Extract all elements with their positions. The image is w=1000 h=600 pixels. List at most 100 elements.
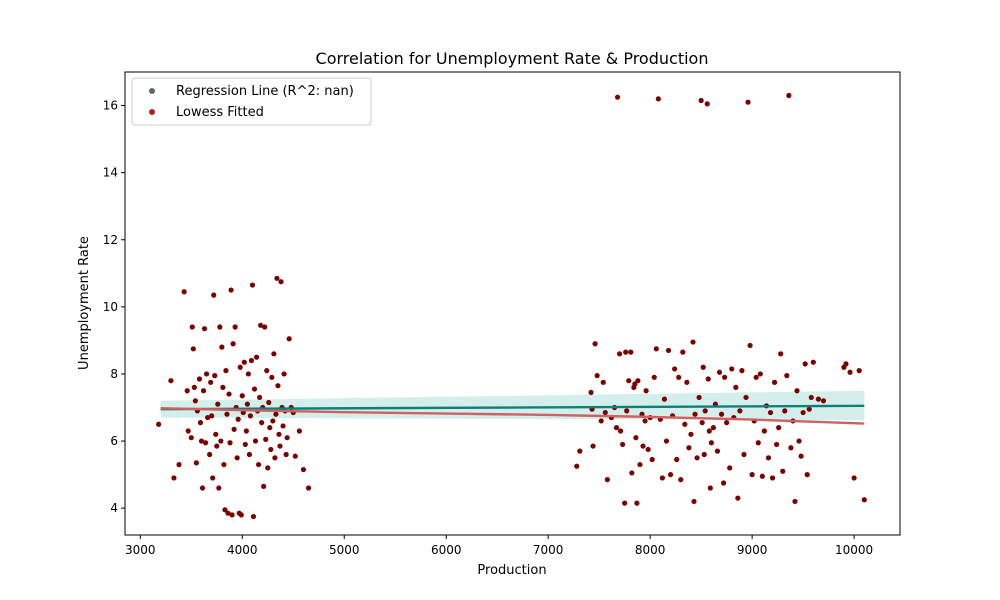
data-point bbox=[843, 361, 849, 367]
data-point bbox=[237, 364, 243, 370]
data-point bbox=[808, 394, 814, 401]
data-point bbox=[210, 475, 216, 481]
x-tick-label: 5000 bbox=[329, 543, 360, 557]
data-point bbox=[643, 388, 649, 394]
data-point bbox=[239, 393, 245, 399]
data-point bbox=[230, 341, 236, 347]
data-point bbox=[724, 420, 730, 426]
data-point bbox=[209, 413, 215, 419]
data-point bbox=[729, 366, 735, 372]
data-point bbox=[765, 455, 772, 461]
legend-regression-label: Regression Line (R^2: nan) bbox=[176, 84, 354, 99]
data-point bbox=[219, 344, 225, 350]
data-point bbox=[222, 507, 228, 513]
data-point bbox=[217, 324, 223, 330]
regression-line bbox=[160, 404, 865, 411]
data-point bbox=[214, 443, 220, 449]
data-point bbox=[635, 378, 641, 384]
data-point bbox=[771, 379, 778, 385]
data-point bbox=[280, 423, 286, 429]
data-point bbox=[688, 431, 694, 437]
data-point bbox=[632, 381, 638, 387]
data-point bbox=[192, 398, 198, 404]
data-point bbox=[286, 336, 292, 342]
data-point bbox=[741, 451, 747, 458]
data-point bbox=[722, 374, 728, 380]
data-point bbox=[727, 465, 733, 471]
data-point bbox=[216, 485, 222, 491]
data-point bbox=[806, 406, 812, 412]
data-point bbox=[690, 339, 696, 345]
data-point bbox=[598, 418, 604, 424]
data-point bbox=[296, 428, 302, 434]
data-point bbox=[800, 409, 806, 416]
data-point bbox=[574, 463, 580, 469]
data-point bbox=[278, 279, 284, 285]
data-point bbox=[292, 453, 298, 459]
data-point bbox=[269, 374, 275, 380]
data-point bbox=[716, 369, 723, 375]
data-point bbox=[225, 510, 231, 516]
data-point bbox=[782, 408, 788, 414]
data-point bbox=[275, 383, 281, 389]
data-point bbox=[255, 461, 262, 468]
data-point bbox=[655, 96, 661, 102]
data-point bbox=[705, 376, 711, 382]
data-point bbox=[663, 438, 670, 444]
data-point bbox=[861, 497, 867, 503]
y-tick-label: 16 bbox=[103, 99, 118, 113]
x-tick-label: 10000 bbox=[835, 543, 873, 557]
data-point bbox=[171, 475, 177, 481]
data-point bbox=[227, 440, 233, 446]
data-point bbox=[620, 441, 626, 448]
data-point bbox=[696, 394, 702, 401]
x-tick-label: 9000 bbox=[737, 543, 768, 557]
data-point bbox=[686, 445, 692, 451]
data-point bbox=[753, 374, 759, 380]
data-point bbox=[220, 384, 226, 390]
data-point bbox=[645, 446, 651, 453]
data-point bbox=[181, 289, 187, 295]
data-point bbox=[263, 436, 269, 442]
data-point bbox=[755, 440, 761, 446]
data-point bbox=[718, 411, 725, 417]
data-point bbox=[614, 94, 621, 100]
legend-regression-marker bbox=[149, 88, 155, 94]
data-point bbox=[780, 468, 786, 474]
data-point bbox=[277, 443, 283, 449]
data-point bbox=[193, 460, 199, 466]
data-point bbox=[197, 420, 204, 426]
data-point bbox=[778, 351, 784, 357]
data-point bbox=[234, 455, 240, 461]
data-point bbox=[851, 475, 857, 481]
data-point bbox=[769, 475, 776, 481]
data-point bbox=[203, 371, 210, 377]
data-point bbox=[232, 324, 238, 330]
data-point bbox=[600, 379, 606, 385]
data-point bbox=[224, 411, 230, 417]
data-point bbox=[191, 384, 197, 390]
data-point bbox=[710, 425, 716, 431]
data-point bbox=[199, 485, 206, 491]
chart-title: Correlation for Unemployment Rate & Prod… bbox=[316, 49, 709, 68]
data-point bbox=[231, 426, 237, 432]
data-point bbox=[633, 435, 639, 441]
data-point bbox=[665, 347, 672, 354]
x-tick-label: 3000 bbox=[125, 543, 156, 557]
data-point bbox=[624, 408, 630, 414]
data-point bbox=[228, 287, 234, 293]
data-point bbox=[268, 446, 274, 453]
data-point bbox=[651, 374, 657, 380]
data-point bbox=[692, 411, 698, 417]
data-point bbox=[617, 428, 624, 434]
data-point bbox=[185, 428, 191, 434]
data-point bbox=[215, 401, 221, 407]
data-point bbox=[226, 391, 232, 397]
x-tick-label: 6000 bbox=[431, 543, 462, 557]
data-point bbox=[691, 498, 697, 505]
data-point bbox=[261, 483, 267, 489]
data-point bbox=[640, 443, 646, 449]
data-point bbox=[251, 386, 258, 392]
data-point bbox=[300, 466, 307, 473]
data-point bbox=[262, 324, 268, 330]
